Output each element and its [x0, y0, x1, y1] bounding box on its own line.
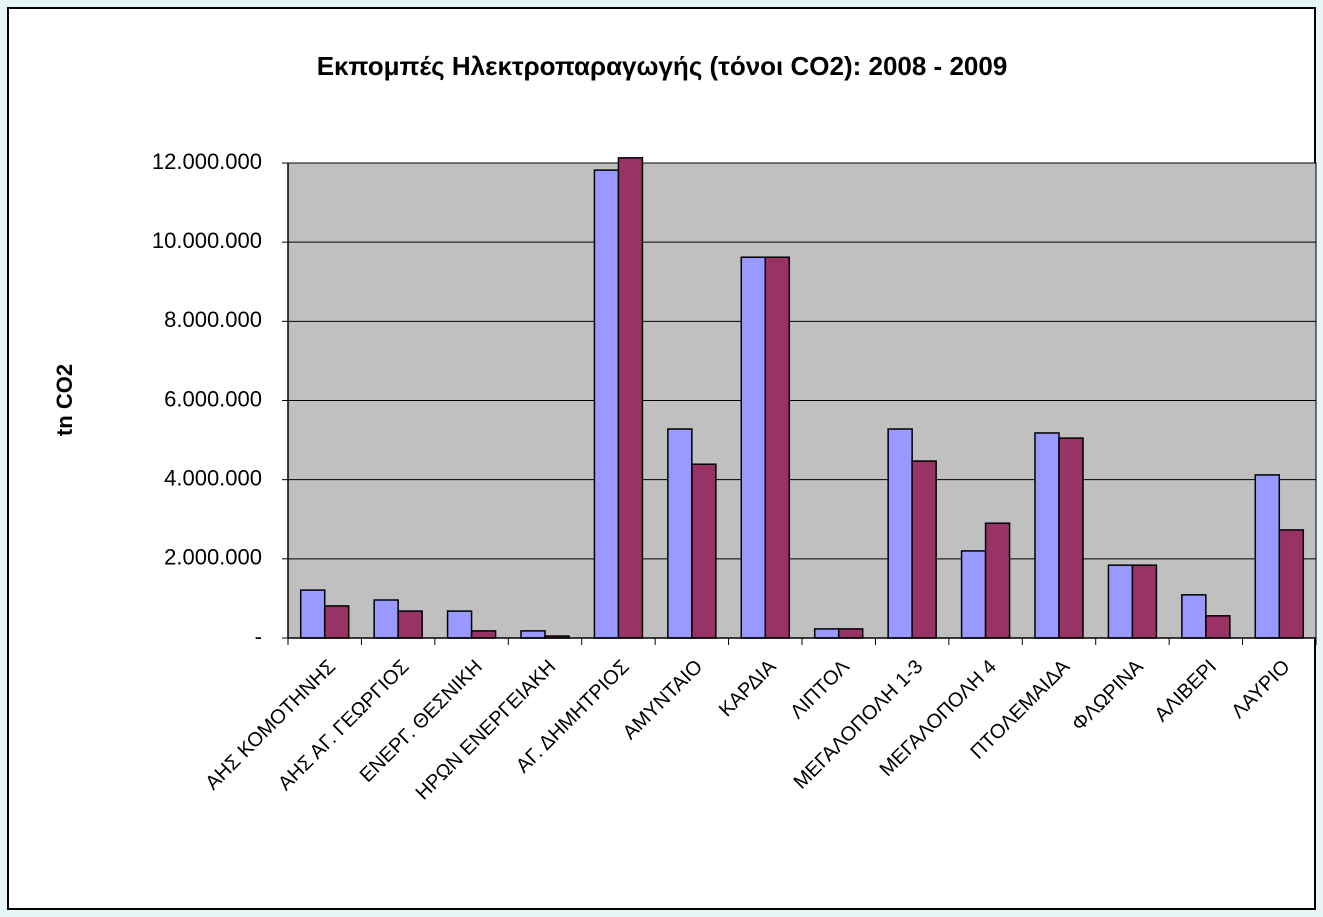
bar: [911, 460, 937, 639]
y-tick-label: 10.000.000: [152, 228, 262, 253]
bar: [1278, 529, 1305, 639]
chart-title: Εκπομπές Ηλεκτροπαραγωγής (τόνοι CO2): 2…: [317, 51, 1008, 81]
bar: [470, 630, 497, 639]
bar: [397, 610, 423, 639]
y-tick-label: 12.000.000: [152, 149, 262, 174]
bar: [887, 428, 913, 639]
bar: [1131, 564, 1158, 639]
y-axis-label: tn CO2: [52, 364, 77, 436]
bar: [837, 628, 864, 639]
y-tick-label: 8.000.000: [164, 307, 262, 332]
bar: [323, 605, 350, 639]
bar: [1254, 474, 1281, 639]
bar: [1034, 432, 1060, 639]
bar: [984, 522, 1011, 639]
bar: [691, 463, 717, 639]
bar: [1107, 564, 1134, 639]
y-tick-label: 4.000.000: [164, 465, 262, 490]
bar: [1058, 437, 1084, 639]
bar: [617, 157, 644, 639]
bar: [740, 256, 767, 639]
y-tick-label: -: [255, 624, 262, 649]
bar: [1205, 615, 1231, 639]
bar: [299, 589, 326, 639]
bar: [667, 428, 693, 639]
bar: [593, 169, 620, 639]
bar: [373, 599, 399, 639]
bar: [446, 610, 473, 639]
y-tick-label: 6.000.000: [164, 386, 262, 411]
bar: [960, 550, 987, 639]
bar: [764, 256, 791, 639]
y-tick-label: 2.000.000: [164, 545, 262, 570]
bar: [1181, 594, 1207, 639]
bar: [813, 628, 840, 639]
bar: [520, 630, 546, 639]
